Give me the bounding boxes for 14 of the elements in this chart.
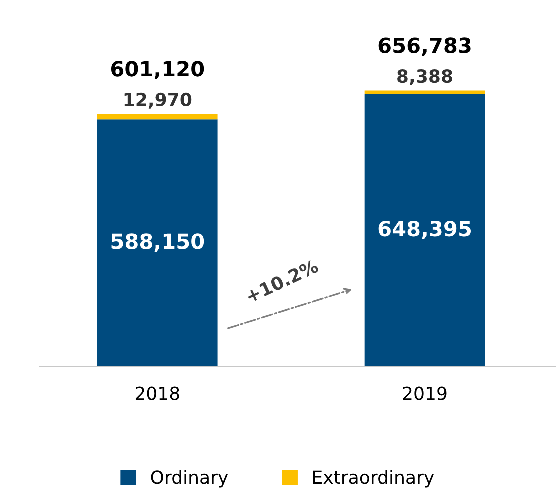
data-label: 8,388 — [398, 69, 452, 86]
total-label: 656,783 — [378, 38, 471, 56]
total-label: 601,120 — [111, 61, 204, 80]
x-tick-label: 2019 — [403, 386, 447, 400]
data-label: 588,150 — [112, 234, 204, 252]
bar — [97, 114, 218, 120]
legend-label: Ordinary — [151, 470, 228, 488]
bar — [97, 120, 218, 367]
legend-label: Extraordinary — [313, 470, 434, 488]
x-tick-label: 2018 — [136, 386, 180, 400]
bar — [364, 94, 486, 367]
data-label: 648,395 — [378, 220, 471, 240]
bar — [364, 90, 486, 94]
data-label: 12,970 — [124, 92, 192, 109]
